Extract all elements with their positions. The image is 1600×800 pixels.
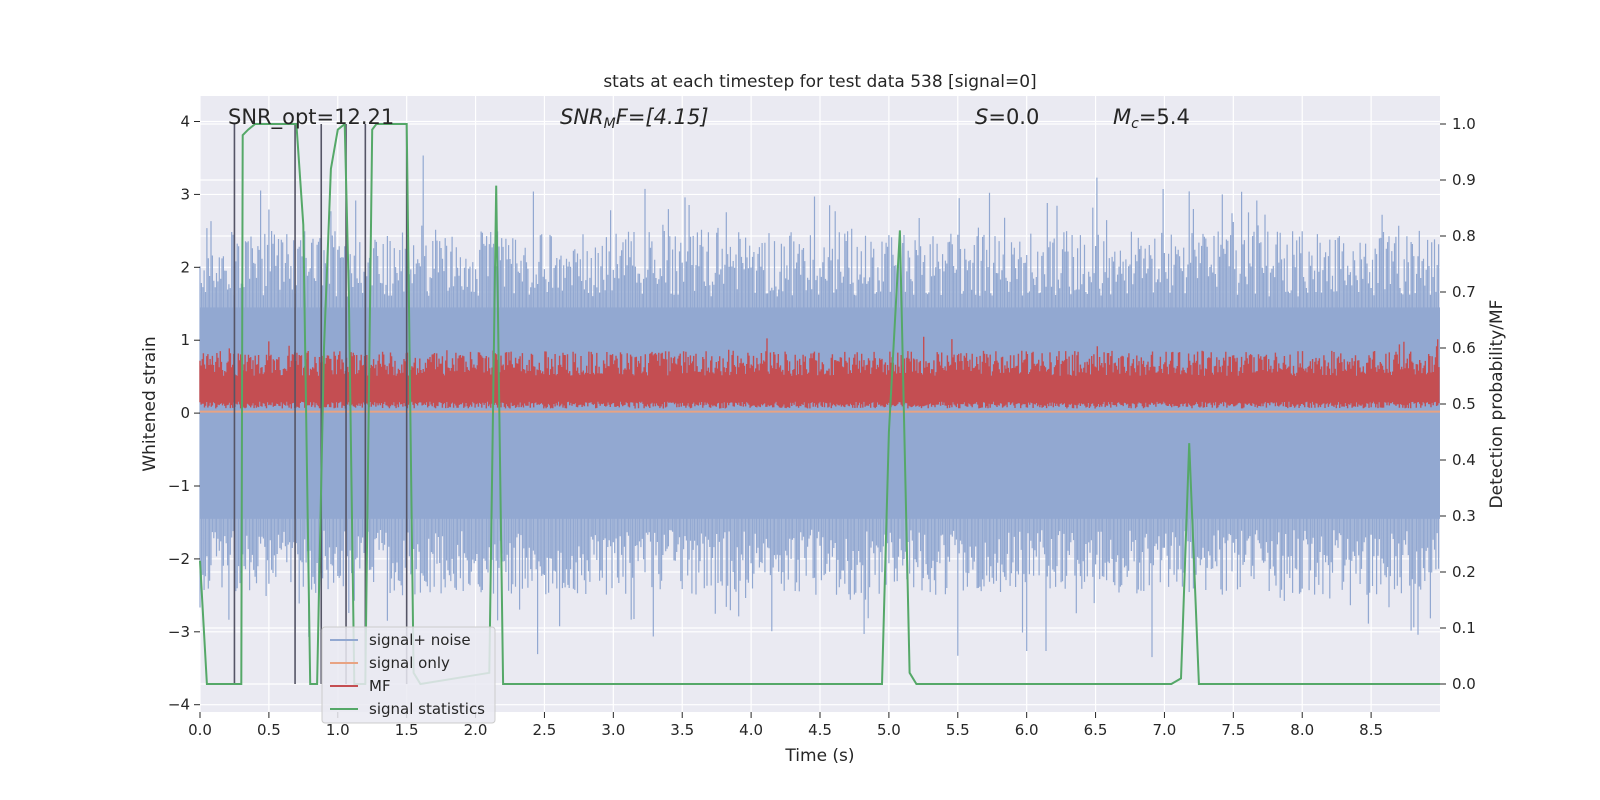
y-axis-label: Whitened strain	[140, 336, 160, 471]
annotation-snr-mf-subscript: M	[604, 116, 616, 132]
x-tick-label-1: 0.5	[257, 721, 281, 739]
x-tick-label-6: 3.0	[601, 721, 625, 739]
annotation-snr-mf-value: F=[4.15]	[616, 105, 709, 129]
legend-box	[321, 626, 496, 724]
y-tick-label-0: −4	[168, 696, 190, 714]
y2-tick-label-7: 0.7	[1452, 283, 1476, 301]
annotation-snr-mf-symbol: SNR	[560, 105, 604, 129]
y-axis-ticks: −4 −3 −2 −1 0 1 2 3 4	[168, 113, 200, 714]
y2-tick-label-8: 0.8	[1452, 227, 1476, 245]
x-tick-label-8: 4.0	[739, 721, 763, 739]
y2-tick-label-4: 0.4	[1452, 451, 1476, 469]
annotation-snr-mf: SNRMF=[4.15]	[560, 105, 709, 132]
y-tick-label-8: 4	[180, 113, 190, 131]
y2-tick-label-0: 0.0	[1452, 675, 1476, 693]
y2-tick-label-10: 1.0	[1452, 115, 1476, 133]
y-tick-label-3: −1	[168, 477, 190, 495]
x-tick-label-0: 0.0	[188, 721, 212, 739]
y-tick-label-6: 2	[180, 258, 190, 276]
x-tick-label-2: 1.0	[326, 721, 350, 739]
legend-label-mf: MF	[369, 677, 391, 695]
series-signal-statistics	[199, 121, 1440, 686]
legend-label-signal-statistics: signal statistics	[369, 700, 485, 718]
annotation-mc-value: =5.4	[1139, 105, 1190, 129]
y-tick-label-5: 1	[180, 331, 190, 349]
y2-tick-label-5: 0.5	[1452, 395, 1476, 413]
annotation-mc: Mc=5.4	[1113, 105, 1190, 132]
series-mf-line	[199, 336, 1440, 409]
y2-tick-label-1: 0.1	[1452, 619, 1476, 637]
y-tick-label-4: 0	[180, 404, 190, 422]
x-tick-label-4: 2.0	[464, 721, 488, 739]
y2-axis-label: Detection probability/MF	[1487, 300, 1507, 509]
x-tick-label-9: 4.5	[808, 721, 832, 739]
y2-tick-label-6: 0.6	[1452, 339, 1476, 357]
series-signal-noise-core	[200, 307, 1440, 519]
x-tick-label-13: 6.5	[1084, 721, 1108, 739]
x-axis-label: Time (s)	[784, 746, 854, 766]
annotation-s-value: =0.0	[988, 105, 1039, 129]
x-tick-label-16: 8.0	[1290, 721, 1314, 739]
x-tick-label-7: 3.5	[670, 721, 694, 739]
x-tick-label-3: 1.5	[395, 721, 419, 739]
annotation-s: S=0.0	[975, 105, 1039, 129]
y-tick-label-1: −3	[168, 623, 190, 641]
series-signal-statistics-line	[199, 121, 1440, 686]
legend: signal+ noise signal only MF signal stat…	[321, 626, 496, 724]
annotation-s-symbol: S	[975, 105, 988, 129]
x-tick-label-14: 7.0	[1153, 721, 1177, 739]
x-tick-label-15: 7.5	[1221, 721, 1245, 739]
y2-tick-label-9: 0.9	[1452, 171, 1476, 189]
x-tick-label-5: 2.5	[533, 721, 557, 739]
y2-tick-label-3: 0.3	[1452, 507, 1476, 525]
legend-label-signal-noise: signal+ noise	[369, 631, 471, 649]
x-tick-label-11: 5.5	[946, 721, 970, 739]
x-tick-label-10: 5.0	[877, 721, 901, 739]
annotation-mc-symbol: M	[1113, 105, 1131, 129]
annotation-snr-opt: SNR_opt=12.21	[228, 105, 394, 130]
y-tick-label-7: 3	[180, 185, 190, 203]
x-axis-ticks: 0.0 0.5 1.0 1.5 2.0 2.5 3.0 3.5 4.0 4.5 5.0 5.5 6.0 6…	[188, 712, 1383, 739]
y2-axis-ticks: 0.0 0.1 0.2 0.3 0.4 0.5 0.6 0.7 0.8 0.9 1.0	[1440, 115, 1476, 693]
series-mf	[199, 336, 1440, 409]
x-tick-label-17: 8.5	[1359, 721, 1383, 739]
chart-title: stats at each timestep for test data 538…	[603, 72, 1036, 92]
legend-label-signal-only: signal only	[369, 654, 450, 672]
x-tick-label-12: 6.0	[1015, 721, 1039, 739]
y-tick-label-2: −2	[168, 550, 190, 568]
y2-tick-label-2: 0.2	[1452, 563, 1476, 581]
annotation-mc-subscript: c	[1131, 116, 1139, 132]
